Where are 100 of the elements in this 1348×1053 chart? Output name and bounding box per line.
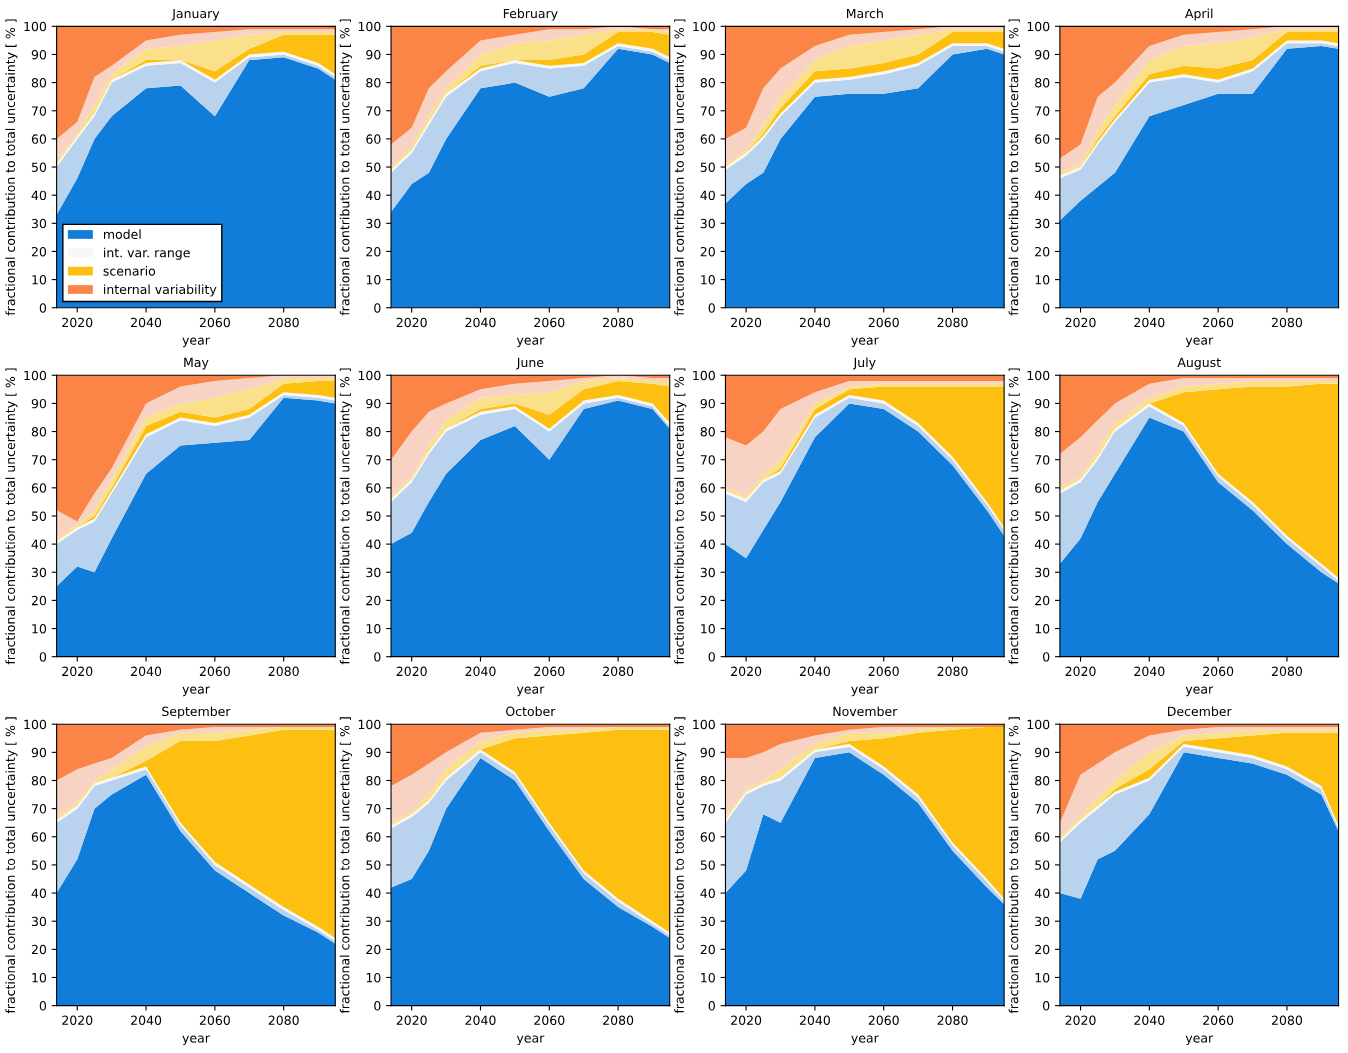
y-tick-label: 40 xyxy=(1034,888,1050,898)
y-tick-label: 10 xyxy=(366,972,381,983)
y-tick-label: 20 xyxy=(31,246,47,257)
x-tick-label: 2080 xyxy=(1271,317,1303,328)
y-tick-label: 50 xyxy=(31,860,47,870)
y-tick-label: 90 xyxy=(1035,398,1050,409)
x-tick-label: 2060 xyxy=(868,666,899,677)
y-tick-label: 60 xyxy=(366,483,381,493)
y-tick-label: 60 xyxy=(366,832,381,842)
y-tick-label: 80 xyxy=(700,427,715,437)
y-tick-label: 10 xyxy=(32,275,47,285)
y-tick-label: 0 xyxy=(708,652,715,662)
x-tick-label: 2040 xyxy=(465,1015,496,1026)
y-tick-label: 100 xyxy=(358,21,381,32)
x-axis-title: year xyxy=(851,337,879,348)
chart-title: September xyxy=(162,706,231,719)
x-tick-label: 2060 xyxy=(199,1015,230,1026)
y-tick-label: 60 xyxy=(1035,483,1050,493)
x-axis-title: year xyxy=(182,337,210,348)
x-tick-label: 2060 xyxy=(199,666,230,677)
y-tick-label: 90 xyxy=(31,747,47,758)
y-tick-label: 30 xyxy=(1035,567,1050,578)
y-tick-label: 50 xyxy=(31,511,47,521)
y-tick-label: 30 xyxy=(31,567,47,578)
y-tick-label: 100 xyxy=(358,719,381,730)
y-axis-title: fractional contribution to total uncertainty [ % ] xyxy=(1008,19,1021,316)
y-tick-label: 80 xyxy=(366,78,381,88)
y-tick-label: 100 xyxy=(358,370,381,381)
y-tick-label: 70 xyxy=(700,804,715,814)
x-tick-label: 2080 xyxy=(268,666,299,677)
y-tick-label: 0 xyxy=(374,652,381,662)
y-tick-label: 50 xyxy=(366,511,381,521)
y-tick-label: 70 xyxy=(700,455,715,465)
y-tick-label: 20 xyxy=(700,246,715,257)
y-tick-label: 40 xyxy=(31,888,47,898)
x-tick-label: 2080 xyxy=(603,317,634,328)
x-tick-label: 2020 xyxy=(396,1015,427,1026)
x-tick-label: 2060 xyxy=(868,1015,899,1026)
y-axis-title: fractional contribution to total uncertainty [ % ] xyxy=(674,717,687,1014)
y-tick-label: 30 xyxy=(366,916,381,927)
y-tick-label: 40 xyxy=(366,190,381,201)
x-tick-label: 2020 xyxy=(62,1015,93,1026)
y-axis-title: fractional contribution to total uncertainty [ % ] xyxy=(1008,368,1021,665)
x-tick-label: 2020 xyxy=(396,317,427,328)
y-tick-label: 60 xyxy=(31,134,47,144)
x-tick-label: 2040 xyxy=(799,1015,830,1026)
y-tick-label: 90 xyxy=(700,398,715,409)
x-tick-label: 2020 xyxy=(1065,666,1096,677)
y-tick-label: 20 xyxy=(366,595,381,606)
y-tick-label: 40 xyxy=(1034,190,1050,201)
y-tick-label: 100 xyxy=(1027,21,1050,32)
y-tick-label: 30 xyxy=(700,916,715,927)
y-tick-label: 70 xyxy=(366,106,381,116)
y-tick-label: 20 xyxy=(366,944,381,955)
y-tick-label: 0 xyxy=(708,1001,715,1011)
y-tick-label: 0 xyxy=(1043,1001,1050,1011)
y-tick-label: 30 xyxy=(700,218,715,229)
x-tick-label: 2060 xyxy=(1203,317,1234,328)
y-tick-label: 100 xyxy=(24,370,47,381)
x-axis-title: year xyxy=(1185,1035,1214,1046)
y-tick-label: 60 xyxy=(366,134,381,144)
x-tick-label: 2020 xyxy=(62,666,93,677)
legend-label: internal variability xyxy=(104,284,217,297)
y-tick-label: 100 xyxy=(24,21,47,32)
y-tick-label: 60 xyxy=(700,832,715,842)
y-tick-label: 30 xyxy=(700,567,715,578)
y-tick-label: 100 xyxy=(24,719,47,730)
x-tick-label: 2020 xyxy=(1065,317,1096,328)
y-tick-label: 20 xyxy=(1035,246,1050,257)
x-axis-title: year xyxy=(851,1035,879,1046)
x-tick-label: 2040 xyxy=(799,317,830,328)
y-tick-label: 20 xyxy=(31,595,47,606)
y-axis-title: fractional contribution to total uncertainty [ % ] xyxy=(1008,717,1021,1014)
chart-title: June xyxy=(516,357,544,370)
y-tick-label: 30 xyxy=(1035,218,1050,229)
y-tick-label: 50 xyxy=(700,860,715,870)
y-tick-label: 70 xyxy=(32,455,47,465)
x-tick-label: 2020 xyxy=(731,1015,762,1026)
x-tick-label: 2080 xyxy=(937,317,968,328)
x-tick-label: 2080 xyxy=(937,666,968,677)
y-tick-label: 80 xyxy=(1035,775,1050,786)
y-tick-label: 30 xyxy=(31,916,47,927)
y-axis-title: fractional contribution to total uncertainty [ % ] xyxy=(5,717,18,1014)
y-tick-label: 10 xyxy=(1035,972,1050,983)
x-tick-label: 2020 xyxy=(62,317,93,328)
chart-title: July xyxy=(852,357,876,370)
y-tick-label: 10 xyxy=(366,624,381,634)
x-tick-label: 2020 xyxy=(396,666,427,677)
y-tick-label: 70 xyxy=(32,106,47,116)
y-tick-label: 80 xyxy=(1035,78,1050,88)
x-tick-label: 2040 xyxy=(131,1015,162,1026)
y-axis-title: fractional contribution to total uncertainty [ % ] xyxy=(339,368,352,665)
x-tick-label: 2040 xyxy=(799,666,830,677)
y-tick-label: 20 xyxy=(700,944,715,955)
y-tick-label: 20 xyxy=(366,246,381,257)
x-tick-label: 2020 xyxy=(731,317,762,328)
legend-label: model xyxy=(104,229,141,240)
y-tick-label: 90 xyxy=(700,747,715,758)
y-tick-label: 90 xyxy=(366,398,381,409)
x-tick-label: 2060 xyxy=(534,666,565,677)
